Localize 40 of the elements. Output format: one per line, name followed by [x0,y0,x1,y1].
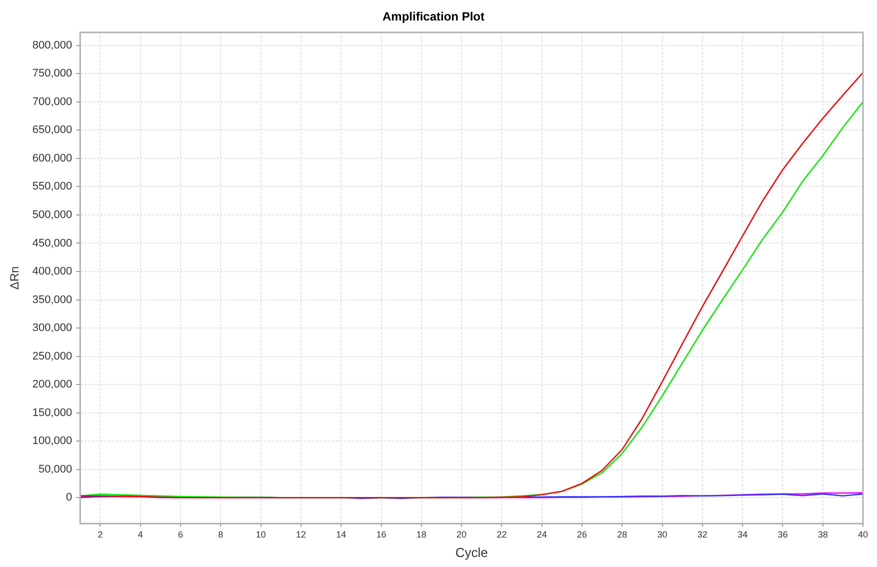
chart-title: Amplification Plot [382,10,485,24]
y-tick-label: 50,000 [38,463,72,476]
y-tick-label: 750,000 [32,68,72,80]
y-tick-label: 650,000 [32,124,72,136]
y-tick-label: 300,000 [32,322,72,334]
y-tick-label: 100,000 [32,435,72,448]
x-tick-label: 28 [617,529,628,540]
x-tick-label: 34 [738,529,748,540]
x-tick-label: 24 [536,529,547,540]
y-tick-label: 800,000 [32,39,72,52]
y-tick-label: 600,000 [32,152,72,164]
x-tick-label: 16 [376,529,386,540]
x-tick-label: 22 [496,529,507,540]
x-tick-label: 2 [98,529,103,540]
x-tick-label: 12 [296,529,306,540]
x-axis-title: Cycle [455,544,488,560]
y-tick-label: 500,000 [32,209,72,222]
x-tick-label: 4 [138,529,143,540]
y-tick-label: 200,000 [32,378,72,391]
x-tick-label: 10 [256,529,266,540]
x-tick-label: 20 [456,529,467,540]
x-tick-label: 36 [778,529,788,540]
y-tick-label: 350,000 [32,294,72,306]
x-tick-label: 14 [336,529,346,540]
x-tick-label: 38 [818,529,828,540]
x-tick-label: 30 [657,529,668,540]
y-axis-title: ΔRn [8,266,22,290]
x-tick-label: 40 [858,529,868,540]
x-tick-label: 32 [697,529,708,540]
y-tick-label: 450,000 [32,237,72,250]
y-tick-label: 550,000 [32,180,72,193]
x-tick-label: 6 [178,529,184,540]
y-tick-label: 400,000 [32,266,72,278]
y-tick-label: 250,000 [32,350,72,362]
y-tick-label: 700,000 [32,96,72,108]
x-tick-label: 26 [576,529,587,540]
y-tick-label: 150,000 [32,406,72,419]
x-tick-label: 8 [218,529,224,540]
x-tick-label: 18 [416,529,426,540]
y-tick-label: 0 [66,492,72,504]
